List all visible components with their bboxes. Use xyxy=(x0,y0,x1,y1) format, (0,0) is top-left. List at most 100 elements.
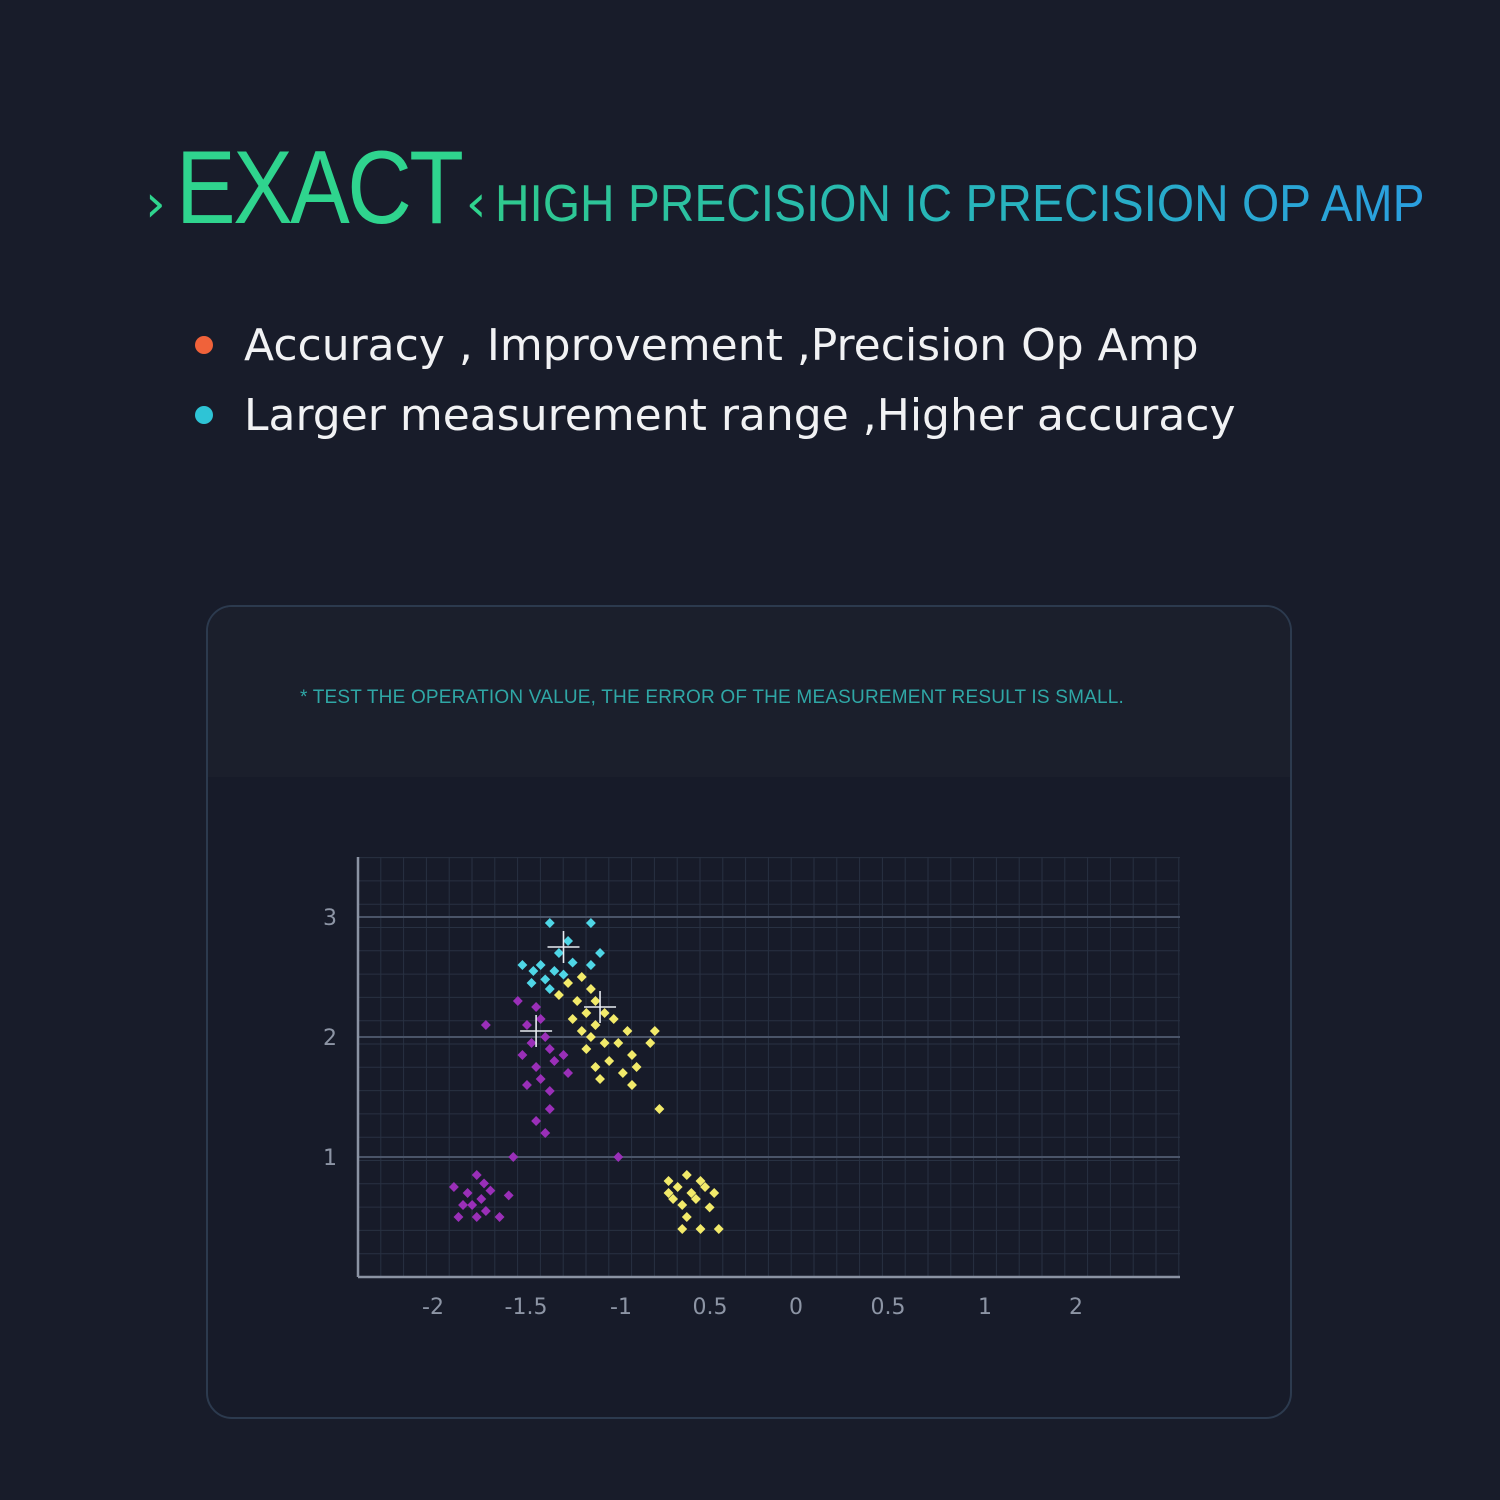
scatter-point xyxy=(613,1152,624,1162)
scatter-point xyxy=(517,1050,528,1060)
scatter-point xyxy=(540,1128,551,1138)
scatter-point xyxy=(613,1038,624,1048)
scatter-point xyxy=(544,1104,555,1114)
scatter-point xyxy=(572,996,583,1006)
scatter-point xyxy=(448,1182,459,1192)
scatter-point xyxy=(526,978,537,988)
scatter-point xyxy=(563,1068,574,1078)
scatter-point xyxy=(663,1188,674,1198)
scatter-point xyxy=(649,1026,660,1036)
chart-panel: * TEST THE OPERATION VALUE, THE ERROR OF… xyxy=(206,605,1292,1419)
scatter-point xyxy=(458,1200,468,1210)
scatter-point xyxy=(526,1038,537,1048)
y-tick-label: 2 xyxy=(323,1026,337,1051)
scatter-point xyxy=(544,918,555,928)
feature-text: Larger measurement range ,Higher accurac… xyxy=(244,389,1236,441)
scatter-point xyxy=(480,1206,491,1216)
scatter-point xyxy=(558,1050,569,1060)
scatter-point xyxy=(590,1020,601,1030)
x-tick-label: -2 xyxy=(422,1295,444,1320)
scatter-point xyxy=(604,1056,615,1066)
scatter-point xyxy=(645,1038,656,1048)
scatter-point xyxy=(462,1188,473,1198)
scatter-point xyxy=(531,1062,542,1072)
headline-subtitle: HIGH PRECISION IC PRECISION OP AMP xyxy=(495,178,1425,240)
scatter-point xyxy=(544,1086,555,1096)
x-tick-label: 2 xyxy=(1069,1295,1083,1320)
panel-header xyxy=(208,607,1290,777)
scatter-point xyxy=(585,984,596,994)
scatter-point xyxy=(453,1212,464,1222)
scatter-point xyxy=(517,960,528,970)
scatter-point xyxy=(471,1170,482,1180)
x-tick-label: 0.5 xyxy=(871,1295,906,1320)
scatter-point xyxy=(627,1050,637,1060)
feature-list: Accuracy , Improvement ,Precision Op Amp… xyxy=(195,310,1236,450)
scatter-point xyxy=(540,974,551,985)
scatter-point xyxy=(544,984,555,994)
scatter-point xyxy=(595,1074,605,1084)
scatter-point xyxy=(535,1014,546,1024)
scatter-point xyxy=(567,957,578,968)
scatter-point xyxy=(485,1185,496,1196)
scatter-point xyxy=(522,1020,532,1030)
feature-text: Accuracy , Improvement ,Precision Op Amp xyxy=(244,319,1199,371)
scatter-point xyxy=(553,948,564,958)
scatter-point xyxy=(585,960,596,970)
headline: › EXACT ‹ HIGH PRECISION IC PRECISION OP… xyxy=(145,120,1465,240)
scatter-point xyxy=(549,1056,560,1066)
scatter-point xyxy=(563,936,574,946)
scatter-point xyxy=(558,969,569,980)
scatter-point xyxy=(585,918,596,928)
scatter-point xyxy=(677,1200,688,1210)
scatter-point xyxy=(581,1044,592,1054)
x-tick-label: -1.5 xyxy=(505,1295,548,1320)
scatter-point xyxy=(668,1194,679,1204)
scatter-point xyxy=(590,1062,601,1072)
scatter-point xyxy=(531,1002,542,1012)
scatter-point xyxy=(553,990,564,1000)
brand-word: EXACT xyxy=(175,130,464,246)
cyan-dot-icon xyxy=(195,406,213,424)
scatter-point xyxy=(576,1026,587,1036)
scatter-point xyxy=(681,1212,692,1222)
scatter-point xyxy=(599,1038,610,1048)
x-tick-label: -1 xyxy=(610,1295,632,1320)
scatter-point xyxy=(563,978,574,988)
feature-item: Larger measurement range ,Higher accurac… xyxy=(195,380,1236,450)
scatter-point xyxy=(663,1176,674,1186)
scatter-point xyxy=(476,1194,487,1204)
scatter-point xyxy=(479,1178,489,1189)
scatter-point xyxy=(549,966,560,976)
scatter-point xyxy=(535,960,546,970)
chevron-left-icon: ‹ xyxy=(465,174,487,234)
scatter-point xyxy=(471,1212,482,1222)
scatter-point xyxy=(627,1080,637,1090)
scatter-point xyxy=(622,1026,633,1036)
scatter-point xyxy=(508,1152,519,1162)
scatter-point xyxy=(567,1014,578,1024)
scatter-point xyxy=(681,1170,692,1180)
chevron-right-icon: › xyxy=(145,174,166,234)
scatter-point xyxy=(540,1032,551,1042)
scatter-point xyxy=(700,1182,711,1192)
scatter-point xyxy=(544,1044,555,1054)
scatter-point xyxy=(522,1080,532,1090)
scatter-point xyxy=(467,1200,478,1210)
panel-note: * TEST THE OPERATION VALUE, THE ERROR OF… xyxy=(300,687,1125,708)
scatter-point xyxy=(512,996,523,1006)
scatter-point xyxy=(535,1074,546,1084)
scatter-point xyxy=(528,966,539,976)
scatter-point xyxy=(576,972,587,982)
x-tick-label: 0.5 xyxy=(693,1295,728,1320)
scatter-plot: 1 2 3 -2 -1.5 -1 0.5 0 0.5 1 2 xyxy=(323,857,1180,1320)
scatter-point xyxy=(654,1104,665,1114)
scatter-point xyxy=(709,1188,720,1198)
scatter-point xyxy=(617,1068,628,1078)
scatter-point xyxy=(686,1188,697,1198)
scatter-point xyxy=(695,1224,706,1234)
scatter-point xyxy=(595,948,605,958)
scatter-point xyxy=(608,1014,619,1024)
scatter-point xyxy=(503,1190,514,1201)
scatter-point xyxy=(704,1202,715,1213)
